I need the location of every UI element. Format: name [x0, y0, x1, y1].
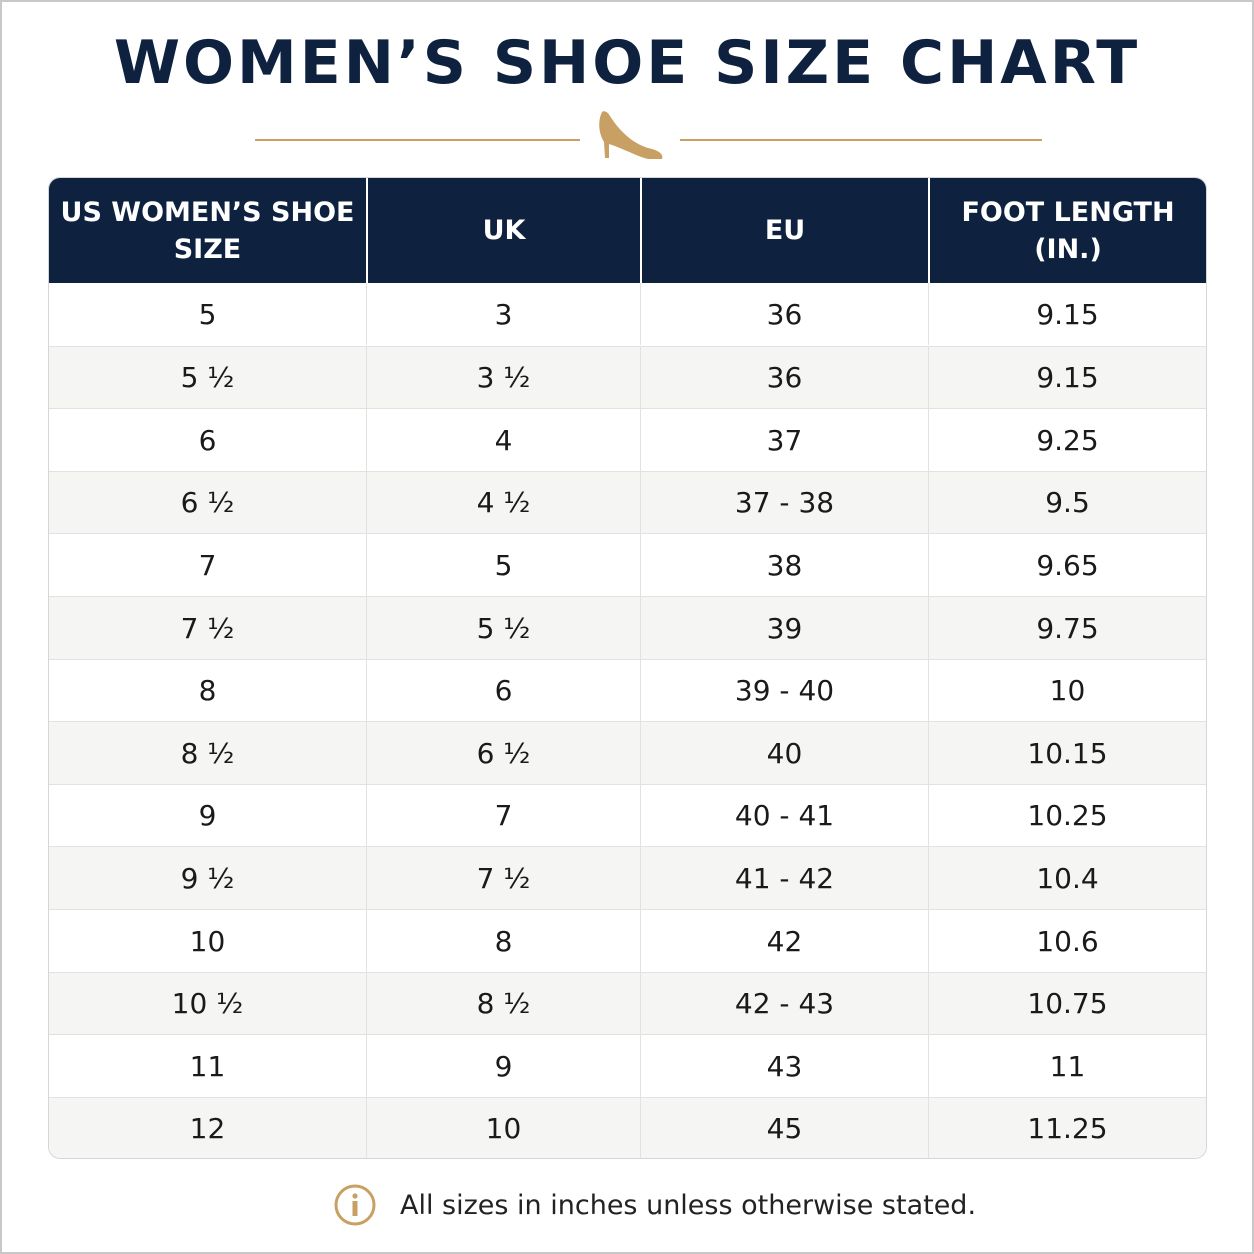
table-row: 7 5 38 9.65	[49, 533, 1206, 597]
table-cell: 45	[640, 1097, 928, 1158]
table-cell: 42 - 43	[640, 972, 928, 1035]
table-cell: 5 ½	[180, 361, 235, 395]
table-cell: 9.25	[928, 409, 1206, 472]
table-row: 9 ½ 7 ½ 41 - 42 10.4	[49, 846, 1206, 910]
table-cell: 36	[640, 346, 928, 409]
table-row: 8 6 39 - 40 10	[49, 658, 1206, 722]
table-row: 6 4 37 9.25	[49, 408, 1206, 472]
table-row: 6 ½ 4 ½ 37 - 38 9.5	[49, 470, 1206, 534]
table-cell: 9	[198, 799, 217, 833]
table-cell: 5 ½	[366, 597, 640, 659]
table-cell: 10.25	[928, 784, 1206, 847]
table-cell: 41 - 42	[640, 847, 928, 910]
footer: All sizes in inches unless otherwise sta…	[332, 1182, 976, 1228]
table-cell: 9	[366, 1035, 640, 1098]
column-header: US WOMEN’S SHOE SIZE	[60, 196, 355, 265]
table-cell: 40	[640, 722, 928, 785]
table-cell: 4 ½	[366, 471, 640, 534]
column-header: FOOT LENGTH (IN.)	[928, 178, 1206, 283]
table-cell: 12	[189, 1112, 226, 1146]
table-row: 10 ½ 8 ½ 42 - 43 10.75	[49, 971, 1206, 1035]
table-cell: 40 - 41	[640, 784, 928, 847]
table-cell: 36	[640, 283, 928, 345]
divider	[255, 111, 1042, 159]
table-cell: 39 - 40	[640, 659, 928, 722]
column-header: EU	[640, 178, 928, 283]
table-cell: 8	[366, 910, 640, 972]
table-cell: 9 ½	[180, 861, 235, 895]
table-cell: 9.65	[928, 534, 1206, 597]
table-cell: 8 ½	[180, 736, 235, 770]
table-cell: 37	[640, 409, 928, 472]
table-cell: 6	[198, 423, 217, 457]
table-cell: 10.4	[928, 847, 1206, 910]
table-cell: 6	[366, 659, 640, 722]
table-cell: 6 ½	[366, 722, 640, 785]
table-cell: 43	[640, 1035, 928, 1098]
table-cell: 10.6	[928, 910, 1206, 972]
table-cell: 3	[366, 283, 640, 345]
footer-note: All sizes in inches unless otherwise sta…	[400, 1189, 977, 1221]
column-header: UK	[366, 178, 640, 283]
table-cell: 5	[366, 534, 640, 597]
table-row: 7 ½ 5 ½ 39 9.75	[49, 596, 1206, 659]
table-cell: 9.15	[928, 346, 1206, 409]
table-cell: 9.15	[928, 283, 1206, 345]
table-cell: 42	[640, 910, 928, 972]
info-icon	[334, 1184, 376, 1226]
table-row: 10 8 42 10.6	[49, 909, 1206, 972]
table-cell: 3 ½	[366, 346, 640, 409]
table-cell: 10	[928, 659, 1206, 722]
table-cell: 9.75	[928, 597, 1206, 659]
size-table: US WOMEN’S SHOE SIZE UK EU FOOT LENGTH (IN.…	[48, 177, 1207, 1159]
table-cell: 7	[366, 784, 640, 847]
table-cell: 11	[928, 1035, 1206, 1098]
table-cell: 6 ½	[180, 486, 235, 520]
table-cell: 11.25	[928, 1097, 1206, 1158]
table-cell: 10.15	[928, 722, 1206, 785]
table-row: 5 3 36 9.15	[49, 283, 1206, 346]
table-cell: 4	[366, 409, 640, 472]
table-cell: 7 ½	[366, 847, 640, 910]
table-cell: 11	[189, 1049, 226, 1083]
title: WOMEN’S SHOE SIZE CHART	[113, 28, 1141, 98]
table-cell: 7	[198, 548, 217, 582]
table-cell: 10 ½	[171, 987, 244, 1021]
table-cell: 39	[640, 597, 928, 659]
table-row: 9 7 40 - 41 10.25	[49, 783, 1206, 847]
table-row: 12 10 45 11.25	[49, 1096, 1206, 1158]
table-cell: 9.5	[928, 471, 1206, 534]
table-cell: 38	[640, 534, 928, 597]
table-row: 5 ½ 3 ½ 36 9.15	[49, 345, 1206, 409]
table-cell: 8	[198, 674, 217, 708]
table-cell: 37 - 38	[640, 471, 928, 534]
table-row: 11 9 43 11	[49, 1034, 1206, 1098]
table-cell: 5	[198, 297, 217, 331]
table-cell: 8 ½	[366, 972, 640, 1035]
header-row: US WOMEN’S SHOE SIZE UK EU FOOT LENGTH (IN.…	[49, 178, 1206, 283]
table-row: 8 ½ 6 ½ 40 10.15	[49, 721, 1206, 785]
table-cell: 10.75	[928, 972, 1206, 1035]
table-cell: 7 ½	[180, 611, 235, 645]
table-cell: 10	[189, 924, 226, 958]
table-cell: 10	[366, 1097, 640, 1158]
